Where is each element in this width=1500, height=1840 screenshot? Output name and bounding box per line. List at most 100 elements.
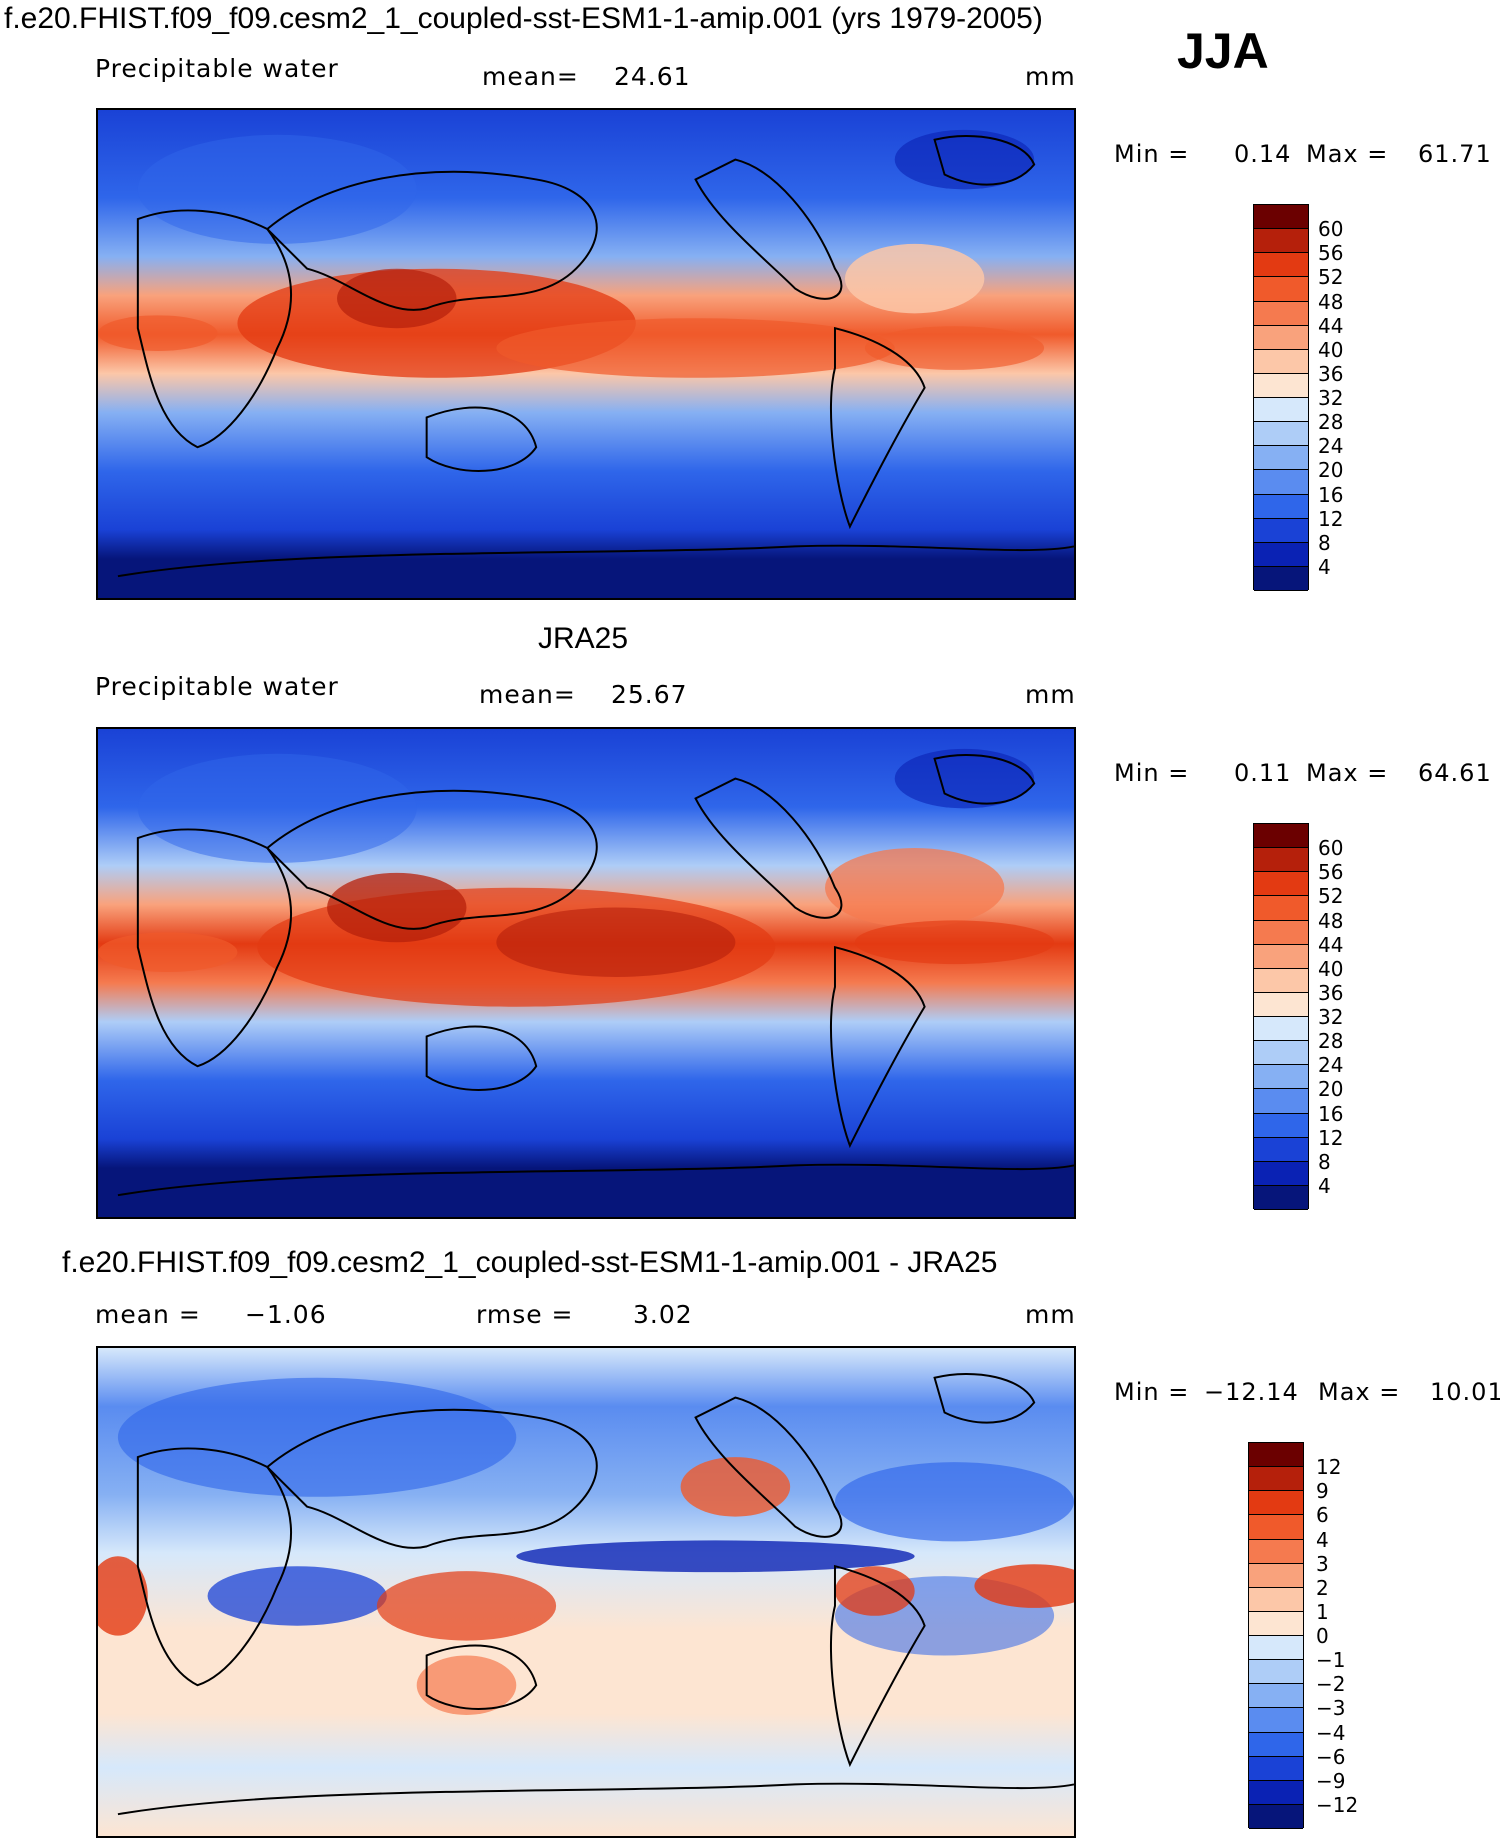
panel2-colorbar-tick-label: 60 xyxy=(1318,836,1344,861)
season-label: JJA xyxy=(1177,23,1269,79)
panel3-colorbar-tick-label: −1 xyxy=(1316,1648,1346,1673)
panel1-colorbar-swatch xyxy=(1254,325,1308,350)
panel1-colorbar xyxy=(1253,204,1309,591)
panel3-colorbar-swatch xyxy=(1249,1563,1303,1588)
panel3-rmse-label: rmse = xyxy=(476,1300,574,1329)
panel1-colorbar-swatch xyxy=(1254,277,1308,302)
panel1-colorbar-swatch xyxy=(1254,470,1308,495)
panel1-colorbar-tick-label: 56 xyxy=(1318,241,1344,266)
panel2-colorbar-swatch xyxy=(1254,848,1308,873)
panel3-colorbar-tick-label: 2 xyxy=(1316,1575,1329,1600)
panel1-colorbar-tick-label: 32 xyxy=(1318,386,1344,410)
panel3-title: f.e20.FHIST.f09_f09.cesm2_1_coupled-sst-… xyxy=(62,1246,998,1279)
panel3-colorbar-tick-label: 9 xyxy=(1316,1479,1329,1504)
panel3-max-label: Max = xyxy=(1318,1378,1401,1406)
panel3-colorbar xyxy=(1248,1442,1304,1829)
panel1-colorbar-swatch xyxy=(1254,373,1308,398)
panel2-colorbar-swatch xyxy=(1254,1017,1308,1042)
panel3-colorbar-swatch xyxy=(1249,1660,1303,1685)
panel1-units: mm xyxy=(1025,62,1076,91)
panel3-colorbar-tick-label: 1 xyxy=(1316,1599,1329,1624)
panel3-colorbar-tick-label: 3 xyxy=(1316,1551,1329,1576)
panel2-mean-value: 25.67 xyxy=(611,680,688,709)
panel1-colorbar-swatch xyxy=(1254,422,1308,447)
panel1-colorbar-swatch xyxy=(1254,398,1308,423)
panel2-max-label: Max = xyxy=(1306,759,1389,787)
panel1-colorbar-tick-label: 20 xyxy=(1318,458,1344,483)
panel3-colorbar-swatch xyxy=(1249,1732,1303,1757)
panel3-colorbar-tick-label: −2 xyxy=(1316,1672,1346,1697)
panel3-colorbar-swatch xyxy=(1249,1515,1303,1540)
panel2-colorbar-tick-label: 56 xyxy=(1318,860,1344,885)
panel3-units: mm xyxy=(1025,1300,1076,1329)
panel2-dataset: JRA25 xyxy=(538,622,629,655)
panel3-colorbar-swatch xyxy=(1249,1708,1303,1733)
panel2-colorbar-tick-label: 48 xyxy=(1318,908,1344,933)
panel2-map xyxy=(96,727,1076,1219)
panel3-max-value: 10.01 xyxy=(1430,1378,1500,1406)
panel1-colorbar-tick-label: 48 xyxy=(1318,289,1344,314)
panel1-colorbar-tick-label: 24 xyxy=(1318,434,1344,459)
panel2-colorbar-swatch xyxy=(1254,1041,1308,1066)
panel3-colorbar-tick-label: 6 xyxy=(1316,1503,1329,1528)
panel1-variable: Precipitable water xyxy=(95,54,339,83)
panel3-colorbar-swatch xyxy=(1249,1443,1303,1468)
panel2-colorbar-swatch xyxy=(1254,1185,1308,1210)
panel3-colorbar-swatch xyxy=(1249,1756,1303,1781)
panel2-mean-label: mean= xyxy=(479,680,576,709)
panel1-colorbar-swatch xyxy=(1254,542,1308,567)
panel1-mean-label: mean= xyxy=(482,62,579,91)
figure-title: f.e20.FHIST.f09_f09.cesm2_1_coupled-sst-… xyxy=(4,2,1043,35)
panel1-min-label: Min = xyxy=(1114,140,1190,168)
panel3-colorbar-tick-label: −6 xyxy=(1316,1744,1346,1769)
panel1-colorbar-tick-label: 40 xyxy=(1318,337,1344,362)
panel1-map-field xyxy=(98,110,1074,598)
panel1-colorbar-swatch xyxy=(1254,229,1308,254)
panel2-colorbar-tick-label: 28 xyxy=(1318,1029,1344,1054)
panel1-colorbar-tick-label: 28 xyxy=(1318,410,1344,435)
panel3-colorbar-tick-label: −12 xyxy=(1316,1792,1359,1817)
panel3-colorbar-tick-label: −9 xyxy=(1316,1768,1346,1793)
panel2-colorbar-tick-label: 40 xyxy=(1318,956,1344,981)
panel1-colorbar-swatch xyxy=(1254,446,1308,471)
panel1-colorbar-tick-label: 4 xyxy=(1318,554,1331,579)
panel1-colorbar-tick-label: 36 xyxy=(1318,361,1344,386)
panel2-colorbar-tick-label: 52 xyxy=(1318,884,1344,909)
panel1-colorbar-swatch xyxy=(1254,205,1308,230)
panel3-colorbar-tick-label: 12 xyxy=(1316,1455,1342,1480)
panel3-colorbar-swatch xyxy=(1249,1684,1303,1709)
panel2-colorbar-swatch xyxy=(1254,1161,1308,1186)
panel2-colorbar-swatch xyxy=(1254,944,1308,969)
panel1-colorbar-tick-label: 16 xyxy=(1318,482,1344,507)
panel1-colorbar-swatch xyxy=(1254,494,1308,519)
panel2-colorbar xyxy=(1253,823,1309,1210)
panel2-colorbar-tick-label: 32 xyxy=(1318,1005,1344,1029)
panel2-min-label: Min = xyxy=(1114,759,1190,787)
panel2-colorbar-tick-label: 36 xyxy=(1318,980,1344,1005)
panel2-colorbar-swatch xyxy=(1254,968,1308,993)
panel1-min-value: 0.14 xyxy=(1234,140,1292,168)
panel3-colorbar-swatch xyxy=(1249,1804,1303,1829)
panel3-colorbar-tick-label: −4 xyxy=(1316,1720,1346,1745)
panel2-max-value: 64.61 xyxy=(1418,759,1492,787)
panel3-colorbar-tick-label: 4 xyxy=(1316,1527,1329,1552)
panel1-max-value: 61.71 xyxy=(1418,140,1492,168)
panel3-mean-label: mean = xyxy=(95,1300,201,1329)
panel1-colorbar-tick-label: 12 xyxy=(1318,506,1344,531)
panel2-colorbar-tick-label: 8 xyxy=(1318,1149,1331,1174)
panel2-colorbar-swatch xyxy=(1254,1065,1308,1090)
panel2-colorbar-tick-label: 24 xyxy=(1318,1053,1344,1078)
panel2-colorbar-swatch xyxy=(1254,920,1308,945)
panel3-colorbar-tick-label: 0 xyxy=(1316,1624,1329,1648)
panel2-colorbar-tick-label: 4 xyxy=(1318,1173,1331,1198)
panel3-mean-value: −1.06 xyxy=(245,1300,327,1329)
panel3-map-field xyxy=(98,1348,1074,1836)
panel3-colorbar-swatch xyxy=(1249,1780,1303,1805)
panel1-colorbar-tick-label: 8 xyxy=(1318,530,1331,555)
panel2-colorbar-tick-label: 12 xyxy=(1318,1125,1344,1150)
panel2-colorbar-swatch xyxy=(1254,1089,1308,1114)
panel2-units: mm xyxy=(1025,680,1076,709)
panel3-colorbar-tick-label: −3 xyxy=(1316,1696,1346,1721)
panel1-map xyxy=(96,108,1076,600)
panel2-colorbar-tick-label: 44 xyxy=(1318,932,1344,957)
